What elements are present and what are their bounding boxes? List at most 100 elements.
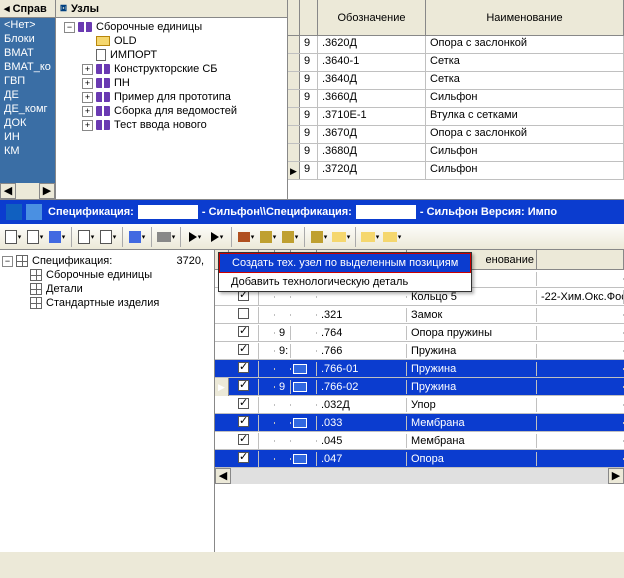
folder-icon bbox=[332, 232, 346, 242]
tools-button[interactable]: ▾ bbox=[257, 226, 279, 248]
sheet-button[interactable]: ▾ bbox=[75, 226, 97, 248]
category-item[interactable]: ВМАТ bbox=[0, 46, 55, 60]
sheet-button[interactable]: ▾ bbox=[24, 226, 46, 248]
tree-node[interactable]: ИМПОРТ bbox=[64, 48, 287, 62]
toggle-icon[interactable]: − bbox=[64, 22, 75, 33]
hscroll-right[interactable]: ▶ bbox=[608, 468, 624, 484]
tree-node[interactable]: +ПН bbox=[64, 76, 287, 90]
spec-tree-item[interactable]: Детали bbox=[2, 282, 212, 296]
detail-row[interactable]: 9:.766Пружина bbox=[215, 342, 624, 360]
hscroll-left[interactable]: ◀ bbox=[215, 468, 231, 484]
detail-row[interactable]: ▶9.766-02Пружина bbox=[215, 378, 624, 396]
detail-row[interactable]: .766-01Пружина bbox=[215, 360, 624, 378]
category-item[interactable]: КМ bbox=[0, 144, 55, 158]
col-designation[interactable]: Обозначение bbox=[318, 0, 426, 35]
spec-root-node[interactable]: − Спецификация: 3720, bbox=[2, 254, 212, 268]
table-row[interactable]: 9.3640ДСетка bbox=[288, 72, 624, 90]
spec-tree-item[interactable]: Стандартные изделия bbox=[2, 296, 212, 310]
col-name[interactable]: Наименование bbox=[426, 0, 624, 35]
detail-row[interactable]: .045Мембрана bbox=[215, 432, 624, 450]
detail-row[interactable]: .321Замок bbox=[215, 306, 624, 324]
context-menu-item[interactable]: Создать тех. узел по выделенным позициям bbox=[219, 253, 471, 273]
tools-button[interactable]: ▾ bbox=[308, 226, 330, 248]
context-menu[interactable]: Создать тех. узел по выделенным позициям… bbox=[218, 252, 472, 292]
checkbox[interactable] bbox=[238, 308, 249, 319]
table-row[interactable]: 9.3660ДСильфон bbox=[288, 90, 624, 108]
table-row[interactable]: 9.3670ДОпора с заслонкой bbox=[288, 126, 624, 144]
checkbox-cell[interactable] bbox=[229, 451, 259, 467]
print-button[interactable]: ▾ bbox=[155, 226, 177, 248]
detail-row[interactable]: .033Мембрана bbox=[215, 414, 624, 432]
checkbox[interactable] bbox=[238, 434, 249, 445]
categories-list[interactable]: <Нет>БлокиВМАТВМАТ_коГВПДЕДЕ_комгДОКИНКМ bbox=[0, 18, 55, 183]
tree-node[interactable]: +Конструкторские СБ bbox=[64, 62, 287, 76]
checkbox-cell[interactable] bbox=[229, 343, 259, 359]
checkbox[interactable] bbox=[238, 326, 249, 337]
detail-table-body[interactable]: 9.3720Д(17)СильфонКольцо 5-22-Хим.Окс.Фо… bbox=[215, 270, 624, 468]
tree-node[interactable]: +Пример для прототипа bbox=[64, 90, 287, 104]
checkbox-cell[interactable] bbox=[229, 415, 259, 431]
category-item[interactable]: ВМАТ_ко bbox=[0, 60, 55, 74]
toggle-icon[interactable]: + bbox=[82, 78, 93, 89]
sheet-button[interactable]: ▾ bbox=[97, 226, 119, 248]
checkbox[interactable] bbox=[238, 344, 249, 355]
parts-table-body[interactable]: 9.3620ДОпора с заслонкой9.3640-1Сетка9.3… bbox=[288, 36, 624, 180]
checkbox[interactable] bbox=[238, 362, 249, 373]
floppy-button[interactable]: ▾ bbox=[46, 226, 68, 248]
checkbox-cell[interactable] bbox=[229, 307, 259, 323]
checkbox[interactable] bbox=[238, 416, 249, 427]
tools-button[interactable]: ▾ bbox=[279, 226, 301, 248]
detail-row[interactable]: .032ДУпор bbox=[215, 396, 624, 414]
category-item[interactable]: ДОК bbox=[0, 116, 55, 130]
people-button[interactable]: ▾ bbox=[235, 226, 257, 248]
table-row[interactable]: 9.3620ДОпора с заслонкой bbox=[288, 36, 624, 54]
checkbox-cell[interactable] bbox=[229, 361, 259, 377]
spec-tree-item[interactable]: Сборочные единицы bbox=[2, 268, 212, 282]
tree-root-node[interactable]: −Сборочные единицы bbox=[64, 20, 287, 34]
checkbox[interactable] bbox=[238, 452, 249, 463]
table-row[interactable]: ▶9.3720ДСильфон bbox=[288, 162, 624, 180]
table-row[interactable]: 9.3680ДСильфон bbox=[288, 144, 624, 162]
toggle-icon[interactable]: + bbox=[82, 120, 93, 131]
toggle-icon[interactable]: + bbox=[82, 64, 93, 75]
sheet-button[interactable]: ▾ bbox=[2, 226, 24, 248]
checkbox-cell[interactable] bbox=[229, 325, 259, 341]
play-button[interactable]: ▾ bbox=[206, 226, 228, 248]
detail-hscroll[interactable]: ◀ ▶ bbox=[215, 468, 624, 484]
toggle-icon[interactable]: − bbox=[2, 256, 13, 267]
dropdown-arrow-icon: ▾ bbox=[40, 233, 44, 241]
detail-row[interactable]: 9.764Опора пружины bbox=[215, 324, 624, 342]
checkbox[interactable] bbox=[238, 398, 249, 409]
tree-node[interactable]: +Сборка для ведомостей bbox=[64, 104, 287, 118]
context-menu-item[interactable]: Добавить технологическую деталь bbox=[219, 273, 471, 291]
detail-row[interactable]: .047Опора bbox=[215, 450, 624, 468]
assembly-tree[interactable]: −Сборочные единицыOLDИМПОРТ+Конструкторс… bbox=[56, 18, 287, 199]
play-button[interactable]: ▾ bbox=[184, 226, 206, 248]
toggle-icon[interactable]: + bbox=[82, 106, 93, 117]
category-item[interactable]: <Нет> bbox=[0, 18, 55, 32]
row-marker bbox=[288, 36, 300, 53]
folder-button[interactable]: ▾ bbox=[330, 226, 352, 248]
category-item[interactable]: ДЕ bbox=[0, 88, 55, 102]
table-row[interactable]: 9.3640-1Сетка bbox=[288, 54, 624, 72]
table-row[interactable]: 9.3710Е-1Втулка с сетками bbox=[288, 108, 624, 126]
scroll-left-button[interactable]: ◀ bbox=[0, 183, 16, 199]
scroll-right-button[interactable]: ▶ bbox=[39, 183, 55, 199]
floppy-button[interactable]: ▾ bbox=[126, 226, 148, 248]
checkbox-cell[interactable] bbox=[229, 397, 259, 413]
checkbox-cell[interactable] bbox=[229, 379, 259, 395]
category-item[interactable]: ГВП bbox=[0, 74, 55, 88]
checkbox-cell[interactable] bbox=[229, 433, 259, 449]
toggle-icon[interactable]: + bbox=[82, 92, 93, 103]
cell-pre bbox=[259, 368, 275, 370]
cell-name: Втулка с сетками bbox=[426, 108, 624, 125]
category-item[interactable]: Блоки bbox=[0, 32, 55, 46]
config-icon[interactable] bbox=[6, 204, 22, 220]
tree-node[interactable]: OLD bbox=[64, 34, 287, 48]
category-item[interactable]: ДЕ_комг bbox=[0, 102, 55, 116]
checkbox[interactable] bbox=[238, 380, 249, 391]
folder-button[interactable]: ▾ bbox=[381, 226, 403, 248]
tree-node[interactable]: +Тест ввода нового bbox=[64, 118, 287, 132]
category-item[interactable]: ИН bbox=[0, 130, 55, 144]
folder-button[interactable]: ▾ bbox=[359, 226, 381, 248]
